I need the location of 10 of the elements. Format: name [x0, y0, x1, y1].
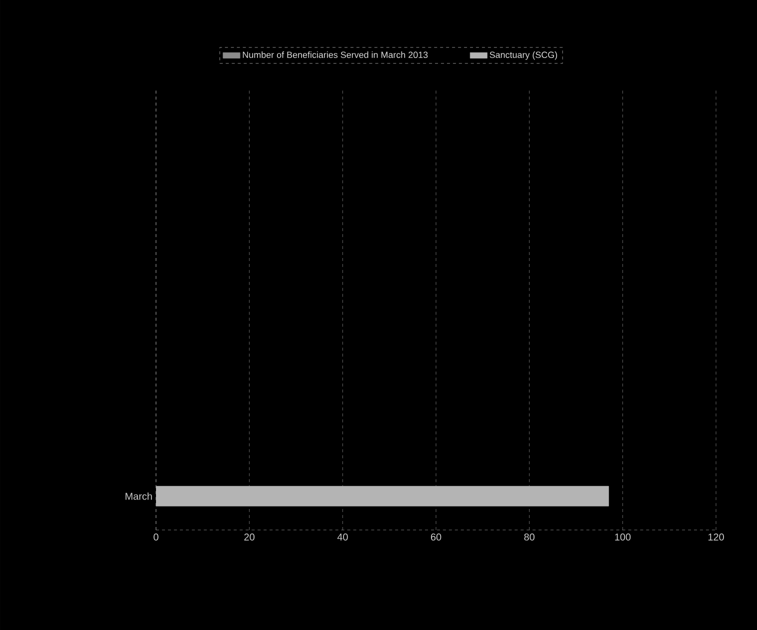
legend-label: Sanctuary (SCG) — [490, 51, 558, 60]
x-tick-label: 0 — [154, 534, 158, 541]
x-tick-label: 20 — [244, 534, 254, 541]
x-tick-label: 100 — [615, 534, 631, 541]
x-tick-label: 120 — [708, 534, 724, 541]
x-tick-label: 40 — [337, 534, 348, 541]
legend-label: Number of Beneficiaries Served in March 2013 — [242, 51, 428, 58]
x-tick-label: 80 — [524, 534, 534, 541]
y-tick-label: March — [126, 492, 152, 500]
x-tick-label: 60 — [430, 534, 442, 541]
